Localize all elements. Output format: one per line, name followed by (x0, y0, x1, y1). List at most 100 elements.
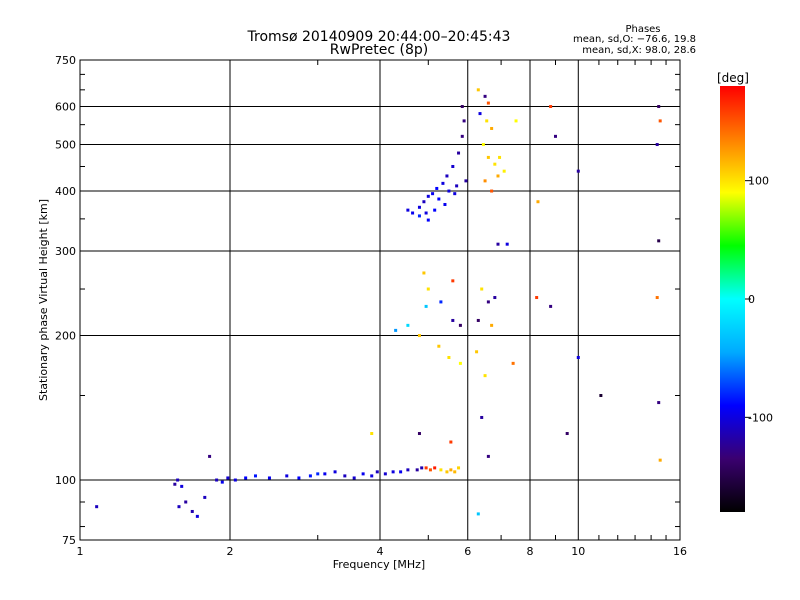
data-point (417, 205, 421, 209)
data-point (485, 119, 489, 123)
data-point (451, 318, 455, 322)
data-point (426, 287, 430, 291)
data-point (424, 304, 428, 308)
data-point (437, 344, 441, 348)
data-point (333, 470, 337, 474)
data-point (203, 495, 207, 499)
data-point (308, 474, 312, 478)
colorbar-ticks: 100 0 -100 (745, 175, 773, 424)
data-point (428, 468, 432, 472)
data-point (449, 468, 453, 472)
data-points (95, 88, 662, 518)
phases-o-line: mean, sd,O: −76.6, 19.8 (573, 34, 696, 45)
data-point (453, 470, 457, 474)
data-point (95, 505, 99, 509)
colorbar-tick-label: -100 (748, 411, 773, 424)
data-point (394, 328, 398, 332)
data-point (476, 88, 480, 92)
data-point (549, 304, 553, 308)
data-point (426, 218, 430, 222)
data-point (451, 164, 455, 168)
data-point (445, 174, 449, 178)
data-point (420, 466, 424, 470)
data-point (233, 478, 237, 482)
x-tick-label: 1 (77, 545, 84, 558)
data-point (316, 472, 320, 476)
data-point (422, 200, 426, 204)
data-point (391, 470, 395, 474)
data-point (483, 179, 487, 183)
data-point (190, 509, 194, 513)
data-point (437, 197, 441, 201)
data-point (476, 512, 480, 516)
data-point (457, 151, 461, 155)
data-point (505, 242, 509, 246)
data-point (177, 505, 181, 509)
data-point (478, 112, 482, 116)
data-point (426, 194, 430, 198)
x-tick-label: 2 (227, 545, 234, 558)
x-tick-label: 6 (464, 545, 471, 558)
colorbar-tick-label: 0 (748, 293, 755, 306)
data-point (658, 119, 662, 123)
data-point (443, 202, 447, 206)
data-point (490, 323, 494, 327)
data-point (496, 242, 500, 246)
data-point (460, 134, 464, 138)
data-point (176, 478, 180, 482)
x-tick-label: 8 (527, 545, 534, 558)
data-point (576, 355, 580, 359)
y-tick-label: 300 (55, 245, 76, 258)
data-point (655, 143, 659, 147)
data-point (502, 169, 506, 173)
data-point (433, 466, 437, 470)
plot-grid (80, 60, 680, 540)
x-tick-label: 16 (673, 545, 687, 558)
data-point (657, 401, 661, 405)
data-point (297, 476, 301, 480)
data-point (370, 474, 374, 478)
data-point (439, 468, 443, 472)
data-point (422, 271, 426, 275)
data-point (447, 189, 451, 193)
data-point (480, 287, 484, 291)
data-point (253, 474, 257, 478)
data-point (383, 472, 387, 476)
data-point (323, 472, 327, 476)
data-point (433, 208, 437, 212)
data-point (460, 105, 464, 109)
data-point (599, 394, 603, 398)
data-point (490, 126, 494, 130)
data-point (352, 476, 356, 480)
data-point (399, 470, 403, 474)
data-point (483, 374, 487, 378)
data-point (441, 181, 445, 185)
data-point (406, 468, 410, 472)
data-point (483, 94, 487, 98)
x-axis-ticks: 1 2 4 6 8 10 16 (77, 60, 687, 558)
data-point (439, 300, 443, 304)
chart-title: Tromsø 20140909 20:44:00–20:45:43 (247, 29, 511, 45)
data-point (370, 432, 374, 436)
data-point (549, 105, 553, 109)
data-point (498, 155, 502, 159)
data-point (208, 454, 212, 458)
data-point (375, 470, 379, 474)
data-point (431, 192, 435, 196)
data-point (411, 211, 415, 215)
data-point (553, 134, 557, 138)
data-point (493, 162, 497, 166)
data-point (476, 318, 480, 322)
y-axis-ticks: 75 100 200 300 400 500 600 750 (55, 54, 680, 547)
data-point (435, 186, 439, 190)
data-point (458, 323, 462, 327)
y-tick-label: 600 (55, 101, 76, 114)
data-point (184, 500, 188, 504)
data-point (455, 184, 459, 188)
data-point (424, 466, 428, 470)
data-point (658, 458, 662, 462)
x-tick-label: 4 (377, 545, 384, 558)
data-point (445, 470, 449, 474)
data-point (486, 454, 490, 458)
